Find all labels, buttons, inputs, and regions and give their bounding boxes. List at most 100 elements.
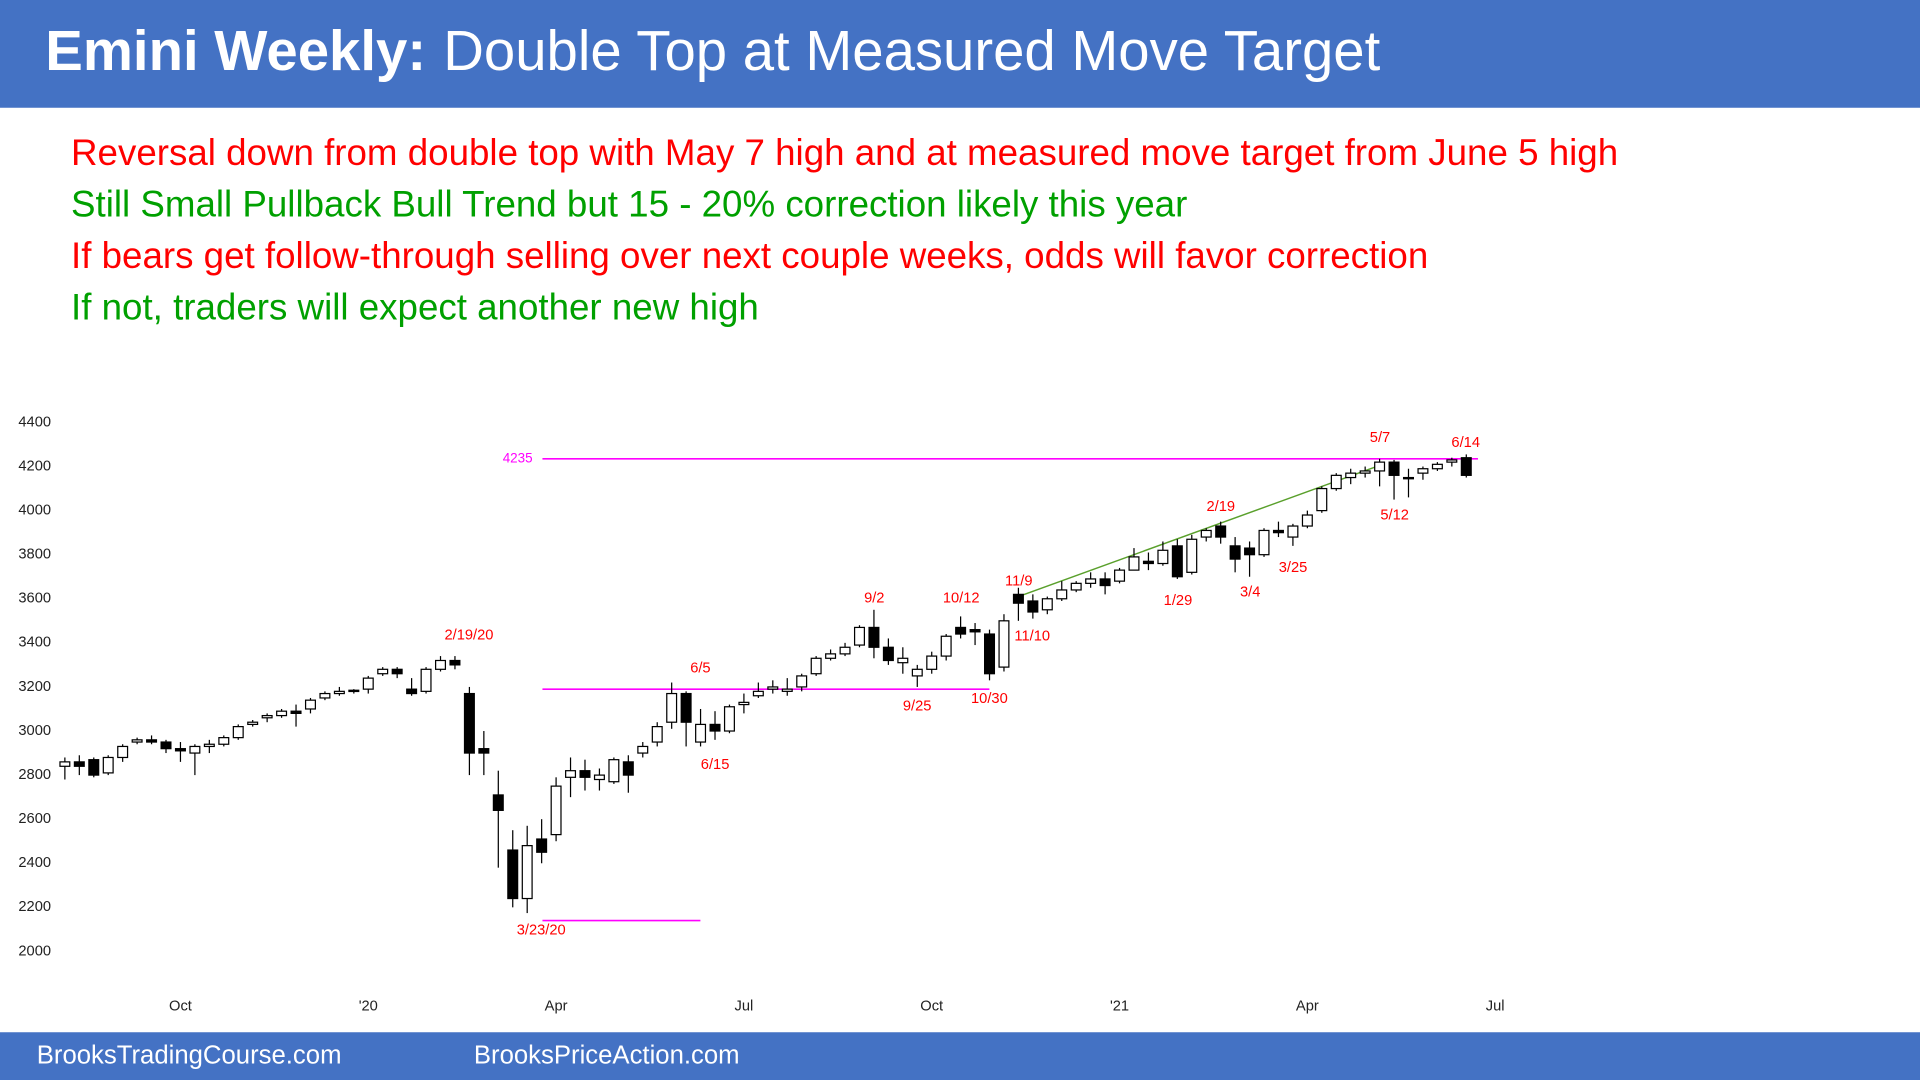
annotation: 3/25 [1279, 560, 1308, 576]
y-tick-label: 3200 [18, 679, 51, 695]
candle-body [1431, 463, 1443, 470]
candle-body [897, 657, 909, 664]
candle-body [160, 741, 172, 750]
candle-body [1186, 538, 1198, 573]
y-tick-label: 3800 [18, 547, 51, 563]
chart: 2000 2200 2400 2600 2800 3000 3200 3400 3600 3800… [18, 414, 1504, 1014]
candle-body [1114, 569, 1126, 582]
candle-body [882, 646, 894, 662]
x-tick-label: '20 [359, 998, 378, 1014]
notes: Reversal down from double top with May 7… [71, 132, 1618, 327]
annotation: 3/4 [1240, 585, 1260, 601]
note-line: Still Small Pullback Bull Trend but 15 -… [71, 184, 1187, 225]
y-tick-label: 4400 [18, 414, 51, 430]
annotation: 11/9 [1005, 574, 1033, 590]
reference-label: 4235 [503, 450, 533, 465]
candle-body [1200, 529, 1212, 538]
candle-body [1345, 472, 1357, 479]
candle-body [1041, 598, 1053, 611]
candle-body [319, 692, 331, 699]
candle-body [276, 710, 288, 717]
y-tick-label: 2400 [18, 855, 51, 871]
candle-body [434, 659, 447, 670]
candle-body [391, 668, 403, 675]
candle-body [1157, 549, 1169, 565]
y-tick-label: 2800 [18, 767, 51, 783]
candle-body [377, 668, 389, 675]
candle-body [622, 761, 634, 776]
candle-body [1359, 470, 1371, 474]
candle-body [1417, 468, 1429, 474]
x-tick-label: Jul [1486, 998, 1505, 1014]
trend-line [1018, 464, 1380, 598]
candle-body [1316, 487, 1328, 512]
candle-body [1402, 476, 1415, 480]
candle-body [550, 785, 562, 836]
candle-body [507, 849, 519, 900]
candle-body [926, 655, 938, 670]
candle-body [449, 659, 461, 666]
candle-body [1171, 545, 1183, 578]
note-line: If not, traders will expect another new … [71, 286, 759, 327]
annotation: 6/15 [701, 757, 730, 773]
annotation: 10/12 [943, 591, 980, 607]
candle-body [1085, 578, 1097, 584]
candle-body [984, 633, 996, 675]
footer-bar [0, 1032, 1920, 1080]
candle-body [565, 770, 577, 778]
candle-body [406, 688, 418, 695]
candle-body [247, 721, 259, 726]
annotation: 9/25 [903, 698, 932, 714]
candle-body [1272, 529, 1284, 534]
candle-body [1287, 525, 1299, 538]
candle-body [1258, 529, 1270, 556]
candle-body [333, 690, 345, 695]
candle-body [1460, 457, 1472, 476]
footer-right: BrooksPriceAction.com [474, 1042, 740, 1070]
candle-body [781, 688, 793, 692]
x-tick-label: Jul [735, 998, 754, 1014]
candle-body [1070, 582, 1082, 591]
candle-body [174, 748, 186, 752]
candle-body [723, 706, 735, 732]
annotation: 5/7 [1370, 430, 1390, 446]
candle-body [117, 745, 129, 759]
candle-body [492, 794, 504, 811]
y-tick-label: 4200 [18, 458, 51, 474]
title-bold: Emini Weekly: [45, 19, 426, 82]
annotation: 9/2 [864, 591, 884, 607]
annotation: 2/19/20 [444, 627, 493, 643]
candle-body [478, 748, 490, 754]
annotation: 11/10 [1014, 629, 1050, 645]
annotation: 3/23/20 [517, 922, 566, 938]
candle-body [969, 629, 981, 633]
candle-body [868, 626, 880, 648]
candle-body [593, 774, 605, 781]
candle-body [608, 759, 620, 783]
slide-title: Emini Weekly: Double Top at Measured Move… [45, 19, 1380, 82]
candle-body [290, 710, 302, 714]
annotation: 6/14 [1451, 435, 1480, 451]
candle-body [102, 756, 114, 774]
candle-body [637, 745, 649, 754]
candle-body [1215, 525, 1227, 538]
candle-body [825, 653, 837, 659]
y-tick-label: 2200 [18, 899, 51, 915]
candle-body [853, 626, 865, 646]
candle-body [1446, 459, 1458, 463]
footer-left: BrooksTradingCourse.com [37, 1042, 342, 1070]
candle-body [579, 770, 591, 778]
candle-body [1301, 514, 1313, 527]
candle-body [651, 726, 663, 743]
candle-body [232, 726, 244, 739]
candle-body [463, 692, 475, 754]
candle-body [218, 737, 230, 745]
x-tick-label: Oct [920, 998, 943, 1014]
candle-body [362, 677, 374, 690]
candle-body [911, 668, 923, 677]
y-tick-label: 4000 [18, 502, 51, 518]
x-tick-label: Oct [169, 998, 192, 1014]
annotation: 5/12 [1380, 507, 1409, 523]
candle-body [1027, 600, 1039, 613]
